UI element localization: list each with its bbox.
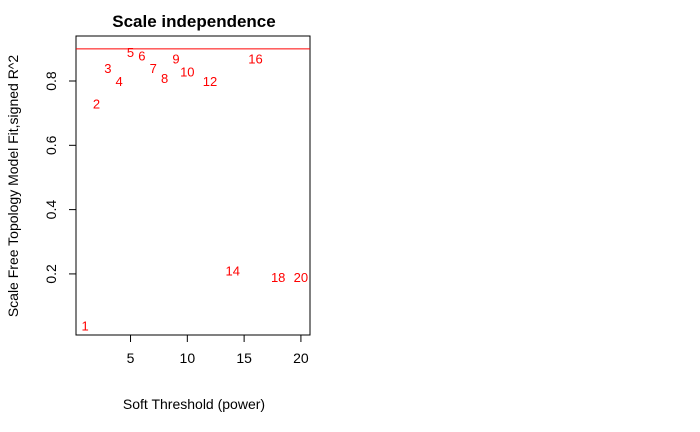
x-tick-label: 20: [293, 350, 309, 366]
y-axis-label: Scale Free Topology Model Fit,signed R^2: [5, 55, 21, 318]
x-tick-label: 15: [236, 350, 252, 366]
y-axis: 0.2 0.4 0.6 0.8: [43, 71, 77, 284]
point-label: 18: [271, 270, 285, 285]
point-label: 4: [116, 74, 123, 89]
point-label: 12: [203, 74, 217, 89]
chart-title: Scale independence: [112, 12, 275, 31]
point-label: 2: [93, 97, 100, 112]
point-label: 20: [294, 270, 308, 285]
point-label: 10: [180, 64, 194, 79]
y-tick-label: 0.4: [43, 200, 59, 220]
point-label: 6: [138, 48, 145, 63]
y-tick-label: 0.6: [43, 135, 59, 155]
point-label: 16: [248, 52, 262, 67]
point-label: 14: [226, 264, 240, 279]
y-tick-label: 0.2: [43, 264, 59, 284]
x-axis: 5 10 15 20: [127, 334, 309, 366]
x-axis-label: Soft Threshold (power): [123, 396, 265, 412]
point-label: 5: [127, 45, 134, 60]
x-tick-label: 10: [180, 350, 196, 366]
y-tick-label: 0.8: [43, 71, 59, 91]
point-label: 8: [161, 71, 168, 86]
point-label: 3: [104, 61, 111, 76]
point-label: 9: [172, 52, 179, 67]
point-label: 7: [150, 61, 157, 76]
x-tick-label: 5: [127, 350, 135, 366]
plot-frame: [75, 35, 311, 336]
point-label: 1: [81, 318, 88, 333]
